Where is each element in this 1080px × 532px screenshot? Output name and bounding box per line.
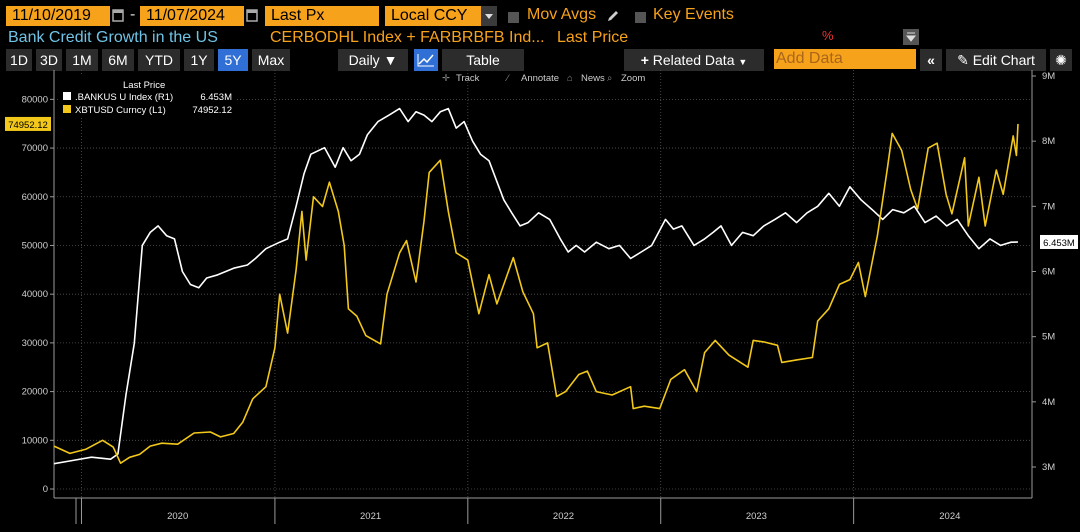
tool-zoom-icon: ⌕	[607, 73, 612, 84]
right-tick-label: 4M	[1042, 397, 1055, 408]
x-axis: 2020 2021 2022 2023 2024	[75, 498, 960, 524]
edit-chart-label: Edit Chart	[972, 52, 1035, 68]
percent-icon[interactable]: %	[822, 28, 834, 43]
collapse-icon[interactable]: «	[920, 49, 942, 71]
tool-news-label[interactable]: News	[581, 73, 605, 84]
legend-series-name: XBTUSD Curncy (L1)	[75, 105, 166, 116]
mov-avgs-label[interactable]: Mov Avgs	[527, 6, 597, 23]
plus-icon: +	[640, 52, 649, 68]
chevron-down-icon[interactable]	[481, 6, 497, 26]
x-tick-label: 2022	[553, 511, 574, 522]
last-value-tags: 74952.12 6.453M	[5, 116, 1078, 249]
calendar-icon[interactable]	[112, 8, 124, 23]
chart-legend: Last Price.BANKUS U Index (R1) 6.453M XBTU…	[58, 76, 236, 118]
date-separator: -	[130, 6, 136, 23]
chart-tools: ✛ Track ∕ Annotate ⌂ News ⌕ Zoom	[442, 73, 645, 84]
left-tick-label: 70000	[22, 143, 48, 154]
mov-avgs-checkbox[interactable]	[508, 10, 519, 28]
frequency-label: Daily	[348, 52, 380, 68]
left-tick-label: 20000	[22, 387, 48, 398]
tool-zoom-label[interactable]: Zoom	[621, 73, 645, 84]
right-tick-label: 6M	[1042, 267, 1055, 278]
legend-series-value: 6.453M	[200, 92, 232, 103]
right-tick-label: 7M	[1042, 201, 1055, 212]
calendar-icon[interactable]	[246, 8, 258, 23]
legend-series-name: .BANKUS U Index (R1)	[75, 92, 173, 103]
dropdown-icon[interactable]	[903, 29, 919, 45]
field-selector[interactable]: Last Px	[265, 6, 379, 26]
tool-track-label[interactable]: Track	[456, 73, 480, 84]
left-tick-label: 40000	[22, 289, 48, 300]
legend-series-value: 74952.12	[192, 105, 232, 116]
period-6m-button[interactable]: 6M	[102, 49, 134, 71]
xbtusd-last-tag-text: 74952.12	[8, 120, 48, 131]
caret-down-icon: ▼	[738, 57, 748, 67]
left-axis: 0 10000 20000 30000 40000 50000 60000 70000 8000…	[22, 94, 54, 495]
legend-box	[58, 76, 236, 118]
right-tick-label: 8M	[1042, 136, 1055, 147]
legend-swatch	[63, 105, 71, 113]
currency-selector[interactable]: Local CCY	[385, 6, 481, 26]
tool-annotate-icon: ∕	[505, 73, 510, 84]
bankus-last-tag	[1040, 234, 1078, 249]
pencil-icon[interactable]	[605, 8, 621, 24]
x-tick-label: 2021	[360, 511, 381, 522]
x-tick-label: 2020	[167, 511, 188, 522]
period-1m-button[interactable]: 1M	[66, 49, 98, 71]
right-axis: 3M 4M 5M 6M 7M 8M 9M	[1032, 71, 1055, 473]
legend-title: Last Price	[123, 80, 165, 91]
left-tick-label: 30000	[22, 338, 48, 349]
tool-track-icon: ✛	[442, 73, 450, 84]
x-tick-label: 2024	[939, 511, 960, 522]
series-description: CERBODHL Index + FARBRBFB Ind...	[270, 29, 545, 46]
left-tick-label: 60000	[22, 192, 48, 203]
related-data-label: Related Data	[652, 52, 735, 68]
legend-swatch	[63, 92, 71, 100]
price-chart[interactable]: ✛ Track ∕ Annotate ⌂ News ⌕ Zoom 0 10000 20000 300…	[0, 70, 1080, 532]
period-max-button[interactable]: Max	[252, 49, 290, 71]
left-tick-label: 0	[43, 484, 48, 495]
end-date-field[interactable]: 11/07/2024	[140, 6, 244, 26]
right-tick-label: 5M	[1042, 332, 1055, 343]
frequency-selector[interactable]: Daily ▼	[338, 49, 408, 71]
caret-down-icon: ▼	[383, 52, 398, 68]
line-chart-icon[interactable]	[414, 49, 438, 71]
bankus-line	[53, 107, 1019, 465]
left-tick-label: 80000	[22, 94, 48, 105]
series-lines	[53, 107, 1019, 465]
edit-chart-button[interactable]: ✎ Edit Chart	[946, 49, 1046, 71]
chart-title: Bank Credit Growth in the US	[8, 29, 218, 46]
tool-news-icon: ⌂	[567, 73, 573, 84]
key-events-label[interactable]: Key Events	[653, 6, 734, 23]
left-tick-label: 50000	[22, 240, 48, 251]
period-1d-button[interactable]: 1D	[6, 49, 32, 71]
add-data-input[interactable]: Add Data	[774, 49, 916, 69]
period-5y-button[interactable]: 5Y	[218, 49, 248, 71]
right-tick-label: 9M	[1042, 71, 1055, 82]
chart-grid	[53, 70, 1033, 499]
xbtusd-line	[53, 123, 1019, 464]
pencil-icon: ✎	[957, 52, 969, 68]
key-events-checkbox[interactable]	[635, 10, 646, 28]
period-ytd-button[interactable]: YTD	[138, 49, 180, 71]
price-type-label: Last Price	[557, 29, 629, 46]
period-1y-button[interactable]: 1Y	[184, 49, 214, 71]
left-tick-label: 10000	[22, 435, 48, 446]
right-tick-label: 3M	[1042, 462, 1055, 473]
bankus-last-tag-text: 6.453M	[1043, 238, 1075, 249]
period-3d-button[interactable]: 3D	[36, 49, 62, 71]
xbtusd-last-tag	[5, 116, 51, 131]
x-tick-label: 2023	[746, 511, 767, 522]
table-button[interactable]: Table	[442, 49, 524, 71]
gear-icon[interactable]: ✺	[1050, 49, 1072, 71]
related-data-button[interactable]: + Related Data ▼	[624, 49, 764, 71]
start-date-field[interactable]: 11/10/2019	[6, 6, 110, 26]
tool-annotate-label[interactable]: Annotate	[521, 73, 559, 84]
